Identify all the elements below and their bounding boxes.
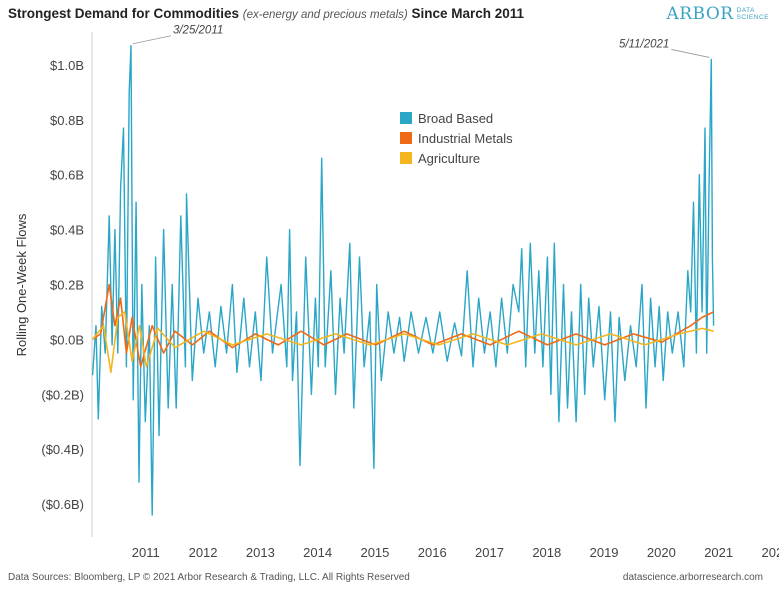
x-tick-label: 2013 (246, 545, 275, 560)
x-tick-label: 2012 (189, 545, 218, 560)
x-tick-label: 2015 (360, 545, 389, 560)
legend-swatch (400, 132, 412, 144)
legend-swatch (400, 152, 412, 164)
x-tick-label: 2014 (303, 545, 332, 560)
chart-title: Strongest Demand for Commodities (ex-ene… (8, 6, 524, 21)
annotation-label: 3/25/2011 (173, 25, 223, 37)
y-tick-label: ($0.2B) (41, 387, 84, 402)
footer-url[interactable]: datascience.arborresearch.com (622, 572, 763, 583)
logo-small: DATA SCIENCE (737, 7, 769, 21)
chart-series (91, 45, 715, 516)
x-tick-label: 2018 (532, 545, 561, 560)
title-main: Strongest Demand for Commodities (8, 6, 240, 21)
x-tick-label: 2011 (132, 545, 160, 560)
legend-swatch (400, 112, 412, 124)
x-tick-label: 2020 (647, 545, 676, 560)
logo-small-line1: DATA (736, 7, 755, 14)
x-tick-label: 2017 (475, 545, 504, 560)
footer-source: Data Sources: Bloomberg, LP © 2021 Arbor… (8, 572, 410, 583)
x-tick-label: 2022 (761, 545, 779, 560)
annotation-label: 5/11/2021 (619, 38, 669, 50)
y-tick-label: $0.6B (50, 168, 84, 183)
logo-word: ARBOR (666, 4, 734, 24)
y-tick-label: $0.2B (50, 278, 84, 293)
arbor-logo: ARBOR DATA SCIENCE (666, 4, 769, 24)
x-tick-label: 2021 (704, 545, 733, 560)
legend-label: Industrial Metals (418, 131, 513, 146)
chart-annotations: 3/25/2011 5/11/2021 (132, 25, 710, 58)
series-line-broad-based (91, 45, 715, 516)
annotation-leader (671, 49, 710, 58)
series-line-agriculture (91, 311, 714, 374)
y-tick-label: $0.0B (50, 332, 84, 347)
x-tick-label: 2016 (418, 545, 447, 560)
y-tick-label: $0.8B (50, 113, 84, 128)
y-tick-label: $1.0B (50, 58, 84, 73)
legend-label: Broad Based (418, 111, 493, 126)
chart-legend: Broad Based Industrial Metals Agriculture (400, 111, 513, 166)
y-tick-label: ($0.4B) (41, 442, 84, 457)
logo-small-line2: SCIENCE (736, 14, 769, 21)
y-axis-label: Rolling One-Week Flows (14, 213, 29, 356)
annotation-leader (132, 35, 172, 45)
title-sub: (ex-energy and precious metals) (242, 9, 408, 21)
y-tick-label: ($0.6B) (41, 497, 84, 512)
chart-axes: $1.0B $0.8B $0.6B $0.4B $0.2B $0.0B ($0.2B) ($0… (41, 32, 779, 560)
y-tick-label: $0.4B (50, 223, 84, 238)
legend-label: Agriculture (418, 151, 480, 166)
x-tick-label: 2019 (590, 545, 619, 560)
title-end: Since March 2011 (411, 6, 525, 21)
